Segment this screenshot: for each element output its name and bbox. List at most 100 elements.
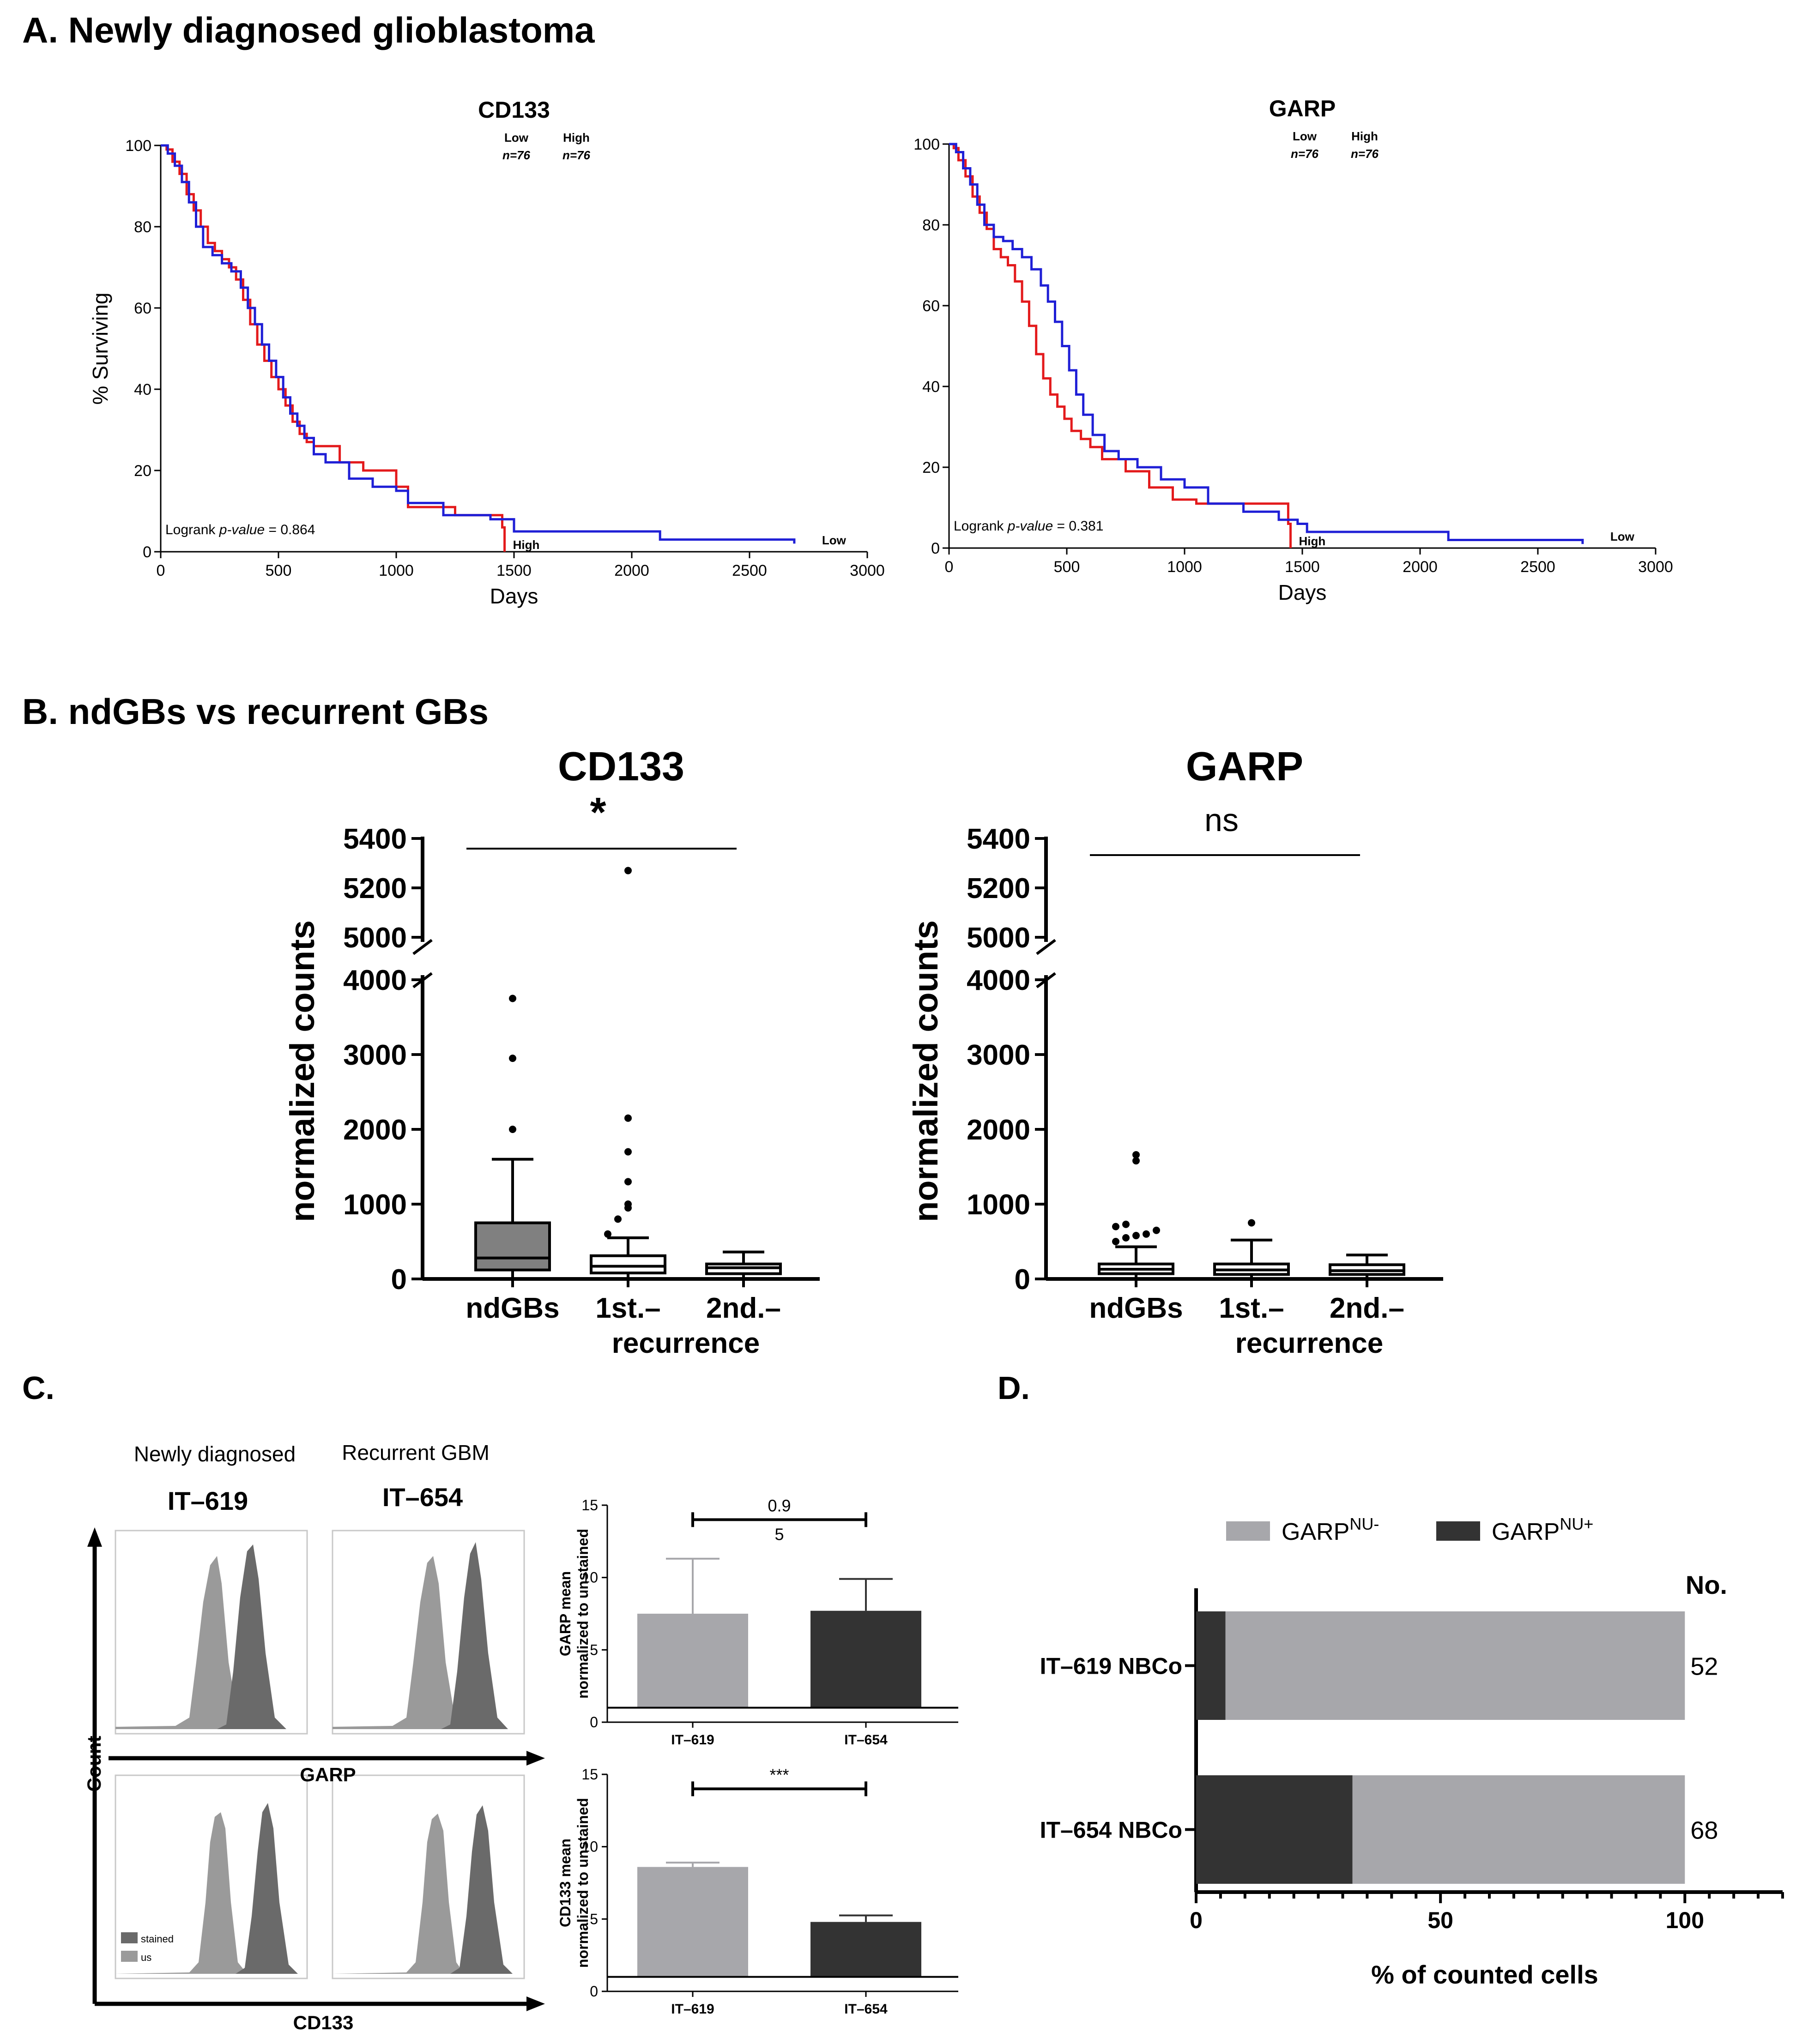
box-y-tick-label: 5200 (967, 873, 1030, 904)
legend-us-swatch (121, 1951, 138, 1962)
mean-bar-significance-label: 5 (774, 1525, 784, 1544)
box-outlier (624, 1148, 632, 1156)
mean-bar-y-tick-label: 0 (590, 1983, 598, 2000)
km-legend-high: High (563, 131, 590, 145)
box-cd133-chart: CD133* 0 1000 2000 3000 4000 5000 5200 5400 norma… (283, 743, 820, 1359)
km-x-label: Days (490, 584, 538, 608)
box-axis-break-mark (1036, 939, 1056, 955)
km-y-tick-label: 100 (125, 137, 151, 155)
legend-stained-label: stained (141, 1933, 174, 1945)
legend-label-sup: NU+ (1560, 1514, 1593, 1533)
box-y-tick-label: 5000 (343, 922, 407, 954)
mean-bar-y-tick-label: 15 (581, 1497, 598, 1513)
mean-bar-category-label: IT–619 (671, 2002, 714, 2017)
stacked-x-label: % of counted cells (1371, 1960, 1598, 1989)
box-outlier (1153, 1226, 1160, 1234)
histogram-cd133-619-unstained (115, 1812, 247, 1974)
box-outlier (509, 995, 516, 1002)
km-pvalue-part: = 0.381 (1053, 519, 1103, 534)
mean-bar (810, 1610, 921, 1708)
histogram-cd133-619-stained (236, 1803, 298, 1974)
histogram-cd133-654-unstained (333, 1814, 464, 1974)
km-series-low (949, 143, 1584, 544)
stacked-category-label: IT–654 NBCo (1040, 1817, 1182, 1843)
km-pvalue-label: Logrank p-value = 0.864 (165, 522, 315, 537)
box-outlier (1248, 1219, 1255, 1227)
flow-y-label: Count (83, 1736, 105, 1791)
box-outlier (1132, 1151, 1140, 1159)
panel-c-title: C. (22, 1370, 54, 1406)
panel-b-title: B. ndGBs vs recurrent GBs (22, 691, 489, 732)
box-outlier (1122, 1220, 1130, 1228)
km-pvalue-label: Logrank p-value = 0.381 (954, 519, 1103, 534)
box-title: CD133 (558, 743, 684, 789)
stacked-bar-nu-pos (1196, 1775, 1353, 1884)
km-n-high: n=76 (1351, 147, 1379, 161)
stacked-x-tick-label: 50 (1427, 1907, 1453, 1933)
km-x-tick-label: 2500 (732, 562, 767, 579)
km-n-high: n=76 (562, 148, 591, 162)
right-sample-label: IT–654 (382, 1483, 463, 1512)
stacked-count-label: 68 (1690, 1817, 1718, 1845)
flow-y-arrowhead (87, 1527, 102, 1547)
box-outlier (1112, 1223, 1119, 1230)
mean-bar-category-label: IT–619 (671, 1732, 714, 1748)
mean-bar-y-tick-label: 10 (581, 1839, 598, 1855)
km-n-low: n=76 (502, 148, 531, 162)
stacked-category-label: IT–619 NBCo (1040, 1653, 1182, 1679)
mean-bar-y-label: normalized to unstained (574, 1529, 591, 1699)
box-outlier (509, 1055, 516, 1062)
box-outlier (1132, 1157, 1140, 1165)
km-y-tick-label: 20 (134, 462, 151, 480)
histogram-garp-654-unstained (333, 1556, 466, 1729)
mean-bar (637, 1614, 748, 1708)
box-axis-break-mark (412, 939, 433, 955)
km-pvalue-part: Logrank (165, 522, 219, 537)
km-y-tick-label: 100 (913, 136, 940, 153)
box-group-label: recurrence (612, 1327, 760, 1359)
km-y-tick-label: 80 (922, 217, 940, 234)
legend-swatch-nu-pos (1436, 1521, 1480, 1541)
km-x-tick-label: 1000 (1167, 558, 1202, 576)
km-end-label-low: Low (1610, 530, 1635, 543)
box-y-tick-label: 2000 (343, 1114, 407, 1146)
box-category-label: 2nd.– (706, 1292, 781, 1324)
box-outlier (614, 1215, 622, 1223)
mean-bar-category-label: IT–654 (844, 1732, 888, 1748)
mean-bar-y-tick-label: 5 (590, 1911, 598, 1927)
stacked-x-tick-label: 0 (1190, 1907, 1203, 1933)
km-series-high (161, 144, 506, 552)
km-x-tick-label: 1000 (379, 562, 414, 579)
km-title: CD133 (478, 97, 550, 123)
mean-bar-y-label: CD133 mean (557, 1839, 574, 1927)
box-y-tick-label: 0 (1015, 1264, 1030, 1296)
km-end-label-high: High (1299, 534, 1326, 548)
box-category-label: ndGBs (1089, 1292, 1183, 1324)
km-x-tick-label: 0 (157, 562, 165, 579)
km-title: GARP (1269, 96, 1336, 121)
box-outlier (624, 1200, 632, 1208)
box-category-label: 1st.– (1219, 1292, 1284, 1324)
flow-x-label-garp: GARP (300, 1764, 356, 1785)
mean-bar-y-tick-label: 15 (581, 1766, 598, 1783)
box-outlier (509, 1126, 516, 1133)
box-outlier (624, 1114, 632, 1122)
right-condition-label: Recurrent GBM (342, 1441, 490, 1465)
bar-cd133-mean-chart: 0 5 10 15 CD133 mean normalized to unstained I… (557, 1765, 958, 2017)
mean-bar-y-label: GARP mean (557, 1571, 574, 1656)
km-series-high (949, 143, 1292, 548)
box-significance: ns (1204, 802, 1239, 838)
km-pvalue-part: p-value (219, 522, 265, 537)
km-x-tick-label: 1500 (496, 562, 532, 579)
km-x-tick-label: 2000 (614, 562, 649, 579)
km-y-tick-label: 0 (143, 543, 151, 561)
km-y-label: % Surviving (88, 293, 112, 405)
km-y-tick-label: 60 (134, 300, 151, 317)
km-pvalue-part: Logrank (954, 519, 1008, 534)
box-category-label: ndGBs (466, 1292, 559, 1324)
box-y-tick-label: 2000 (967, 1114, 1030, 1146)
box-outlier (1132, 1232, 1140, 1240)
